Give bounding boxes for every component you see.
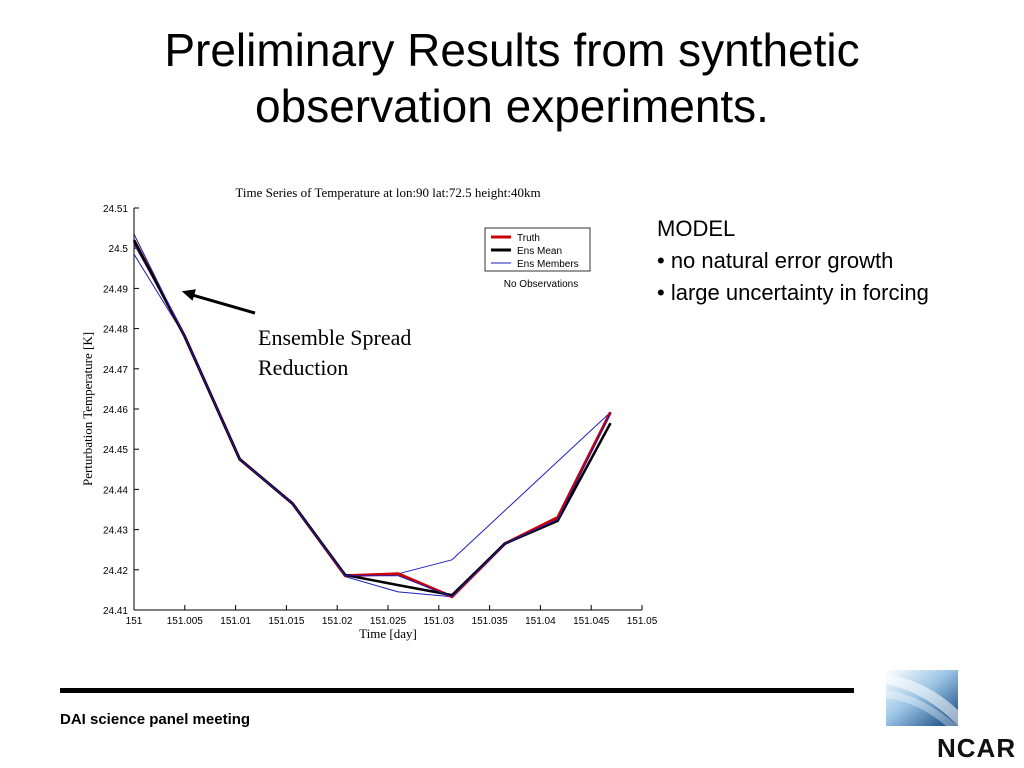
series-line-ens-member <box>133 233 611 598</box>
x-tick-label: 151.05 <box>627 616 658 627</box>
footer-text: DAI science panel meeting <box>60 711 251 728</box>
slide-title: Preliminary Results from synthetic obser… <box>0 22 1024 134</box>
y-tick-label: 24.5 <box>109 244 129 255</box>
x-tick-label: 151.02 <box>322 616 353 627</box>
y-tick-label: 24.47 <box>103 365 128 376</box>
legend: Truth Ens Mean Ens Members <box>484 227 591 272</box>
annotation-arrow-head <box>181 289 196 301</box>
x-tick-label: 151.035 <box>472 616 509 627</box>
legend-note: No Observations <box>504 279 578 290</box>
chart-title: Time Series of Temperature at lon:90 lat… <box>235 185 540 200</box>
x-tick-label: 151.025 <box>370 616 407 627</box>
x-axis-label: Time [day] <box>359 626 417 641</box>
annotation-arrow-shaft <box>187 292 256 315</box>
x-tick-label: 151.005 <box>167 616 204 627</box>
x-tick-label: 151.015 <box>268 616 305 627</box>
y-tick-label: 24.42 <box>103 566 128 577</box>
x-tick-label: 151 <box>126 616 143 627</box>
footer-rule <box>60 688 854 693</box>
x-tick-label: 151.01 <box>220 616 251 627</box>
slide-title-line-2: observation experiments. <box>255 80 769 132</box>
y-tick-label: 24.51 <box>103 204 128 215</box>
x-tick-label: 151.045 <box>573 616 610 627</box>
legend-label-mean: Ens Mean <box>517 246 562 257</box>
slide-title-line-1: Preliminary Results from synthetic <box>164 24 860 76</box>
y-tick-label: 24.46 <box>103 405 128 416</box>
notes-bullet-2: • large uncertainty in forcing <box>657 280 929 305</box>
x-tick-label: 151.04 <box>525 616 556 627</box>
y-tick-label: 24.44 <box>103 485 128 496</box>
notes-heading: MODEL <box>657 216 736 241</box>
annotation-text-line-1: Ensemble Spread <box>258 325 411 350</box>
y-tick-label: 24.45 <box>103 445 128 456</box>
y-tick-label: 24.48 <box>103 325 128 336</box>
legend-label-members: Ens Members <box>517 259 579 270</box>
legend-label-truth: Truth <box>517 233 540 244</box>
y-tick-label: 24.49 <box>103 284 128 295</box>
notes-bullet-1: • no natural error growth <box>657 248 894 273</box>
logo-text: NCAR <box>937 733 1017 763</box>
model-notes: MODEL • no natural error growth • large … <box>657 213 929 309</box>
x-tick-label: 151.03 <box>424 616 455 627</box>
y-tick-label: 24.41 <box>103 606 128 617</box>
ncar-logo-icon <box>886 670 958 726</box>
y-axis-label: Perturbation Temperature [K] <box>80 332 95 486</box>
temperature-time-series-chart: 151 151.005 151.01 151.015 151.02 151.025 151.… <box>80 185 658 641</box>
annotation-text-line-2: Reduction <box>258 355 348 380</box>
y-tick-label: 24.43 <box>103 526 128 537</box>
